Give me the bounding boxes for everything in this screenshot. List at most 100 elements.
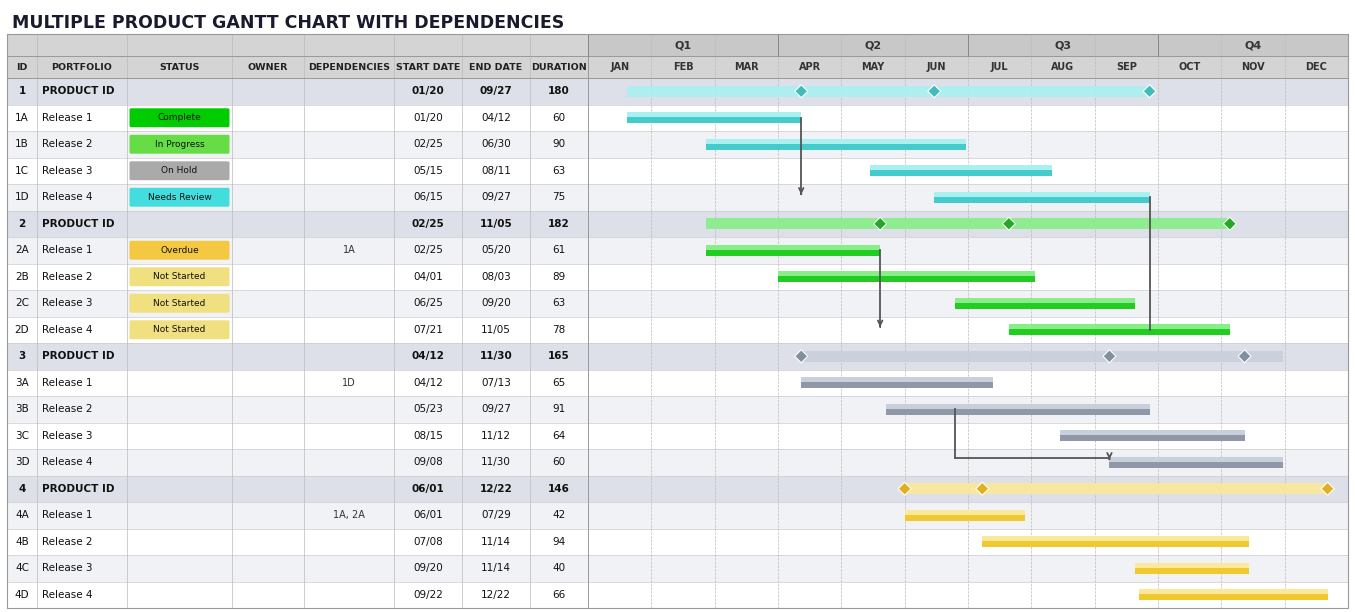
Text: 60: 60 xyxy=(553,113,565,123)
Text: 75: 75 xyxy=(553,192,565,202)
Text: Release 4: Release 4 xyxy=(42,590,92,600)
Text: 11/12: 11/12 xyxy=(481,431,511,441)
Bar xyxy=(627,112,801,123)
Text: FEB: FEB xyxy=(672,62,694,72)
Polygon shape xyxy=(898,482,911,495)
Bar xyxy=(7,502,1348,529)
Text: 09/20: 09/20 xyxy=(413,563,443,573)
Text: 09/08: 09/08 xyxy=(413,457,443,467)
Text: Release 1: Release 1 xyxy=(42,113,92,123)
Bar xyxy=(7,78,1348,105)
Text: PRODUCT ID: PRODUCT ID xyxy=(42,218,115,229)
Polygon shape xyxy=(976,482,989,495)
Text: Q3: Q3 xyxy=(1054,40,1072,50)
Text: 06/25: 06/25 xyxy=(413,298,443,308)
Bar xyxy=(7,184,1348,211)
Bar xyxy=(1009,329,1230,335)
Text: Release 1: Release 1 xyxy=(42,378,92,388)
Text: 09/20: 09/20 xyxy=(481,298,511,308)
Text: 4A: 4A xyxy=(15,510,28,520)
Text: 06/30: 06/30 xyxy=(481,140,511,149)
Text: 04/01: 04/01 xyxy=(413,272,443,282)
Text: 09/22: 09/22 xyxy=(413,590,443,600)
Text: Overdue: Overdue xyxy=(160,246,199,255)
Text: 11/30: 11/30 xyxy=(481,457,511,467)
Text: DEC: DEC xyxy=(1305,62,1328,72)
Text: Not Started: Not Started xyxy=(153,325,206,334)
Text: STATUS: STATUS xyxy=(160,62,199,72)
Text: JUN: JUN xyxy=(927,62,946,72)
Text: 4C: 4C xyxy=(15,563,28,573)
Text: 2: 2 xyxy=(19,218,26,229)
Text: MAY: MAY xyxy=(862,62,885,72)
Text: 02/25: 02/25 xyxy=(412,218,444,229)
Bar xyxy=(627,117,801,123)
Text: 07/21: 07/21 xyxy=(413,325,443,335)
Bar xyxy=(7,131,1348,157)
Bar xyxy=(982,541,1249,547)
Text: Release 3: Release 3 xyxy=(42,431,92,441)
Bar xyxy=(801,351,1283,362)
Bar xyxy=(905,483,1328,494)
FancyBboxPatch shape xyxy=(130,188,229,207)
Text: Release 3: Release 3 xyxy=(42,298,92,308)
Text: PRODUCT ID: PRODUCT ID xyxy=(42,483,115,494)
Text: 12/22: 12/22 xyxy=(480,483,512,494)
Bar xyxy=(7,34,588,56)
Text: Not Started: Not Started xyxy=(153,299,206,308)
Bar xyxy=(7,370,1348,396)
Bar xyxy=(1031,56,1095,78)
Text: SEP: SEP xyxy=(1117,62,1137,72)
Bar xyxy=(7,290,1348,316)
Bar xyxy=(967,34,1159,56)
Text: On Hold: On Hold xyxy=(161,166,198,175)
Polygon shape xyxy=(1103,349,1117,363)
Bar xyxy=(1159,34,1348,56)
Bar xyxy=(7,237,1348,264)
FancyBboxPatch shape xyxy=(130,108,229,127)
Text: 42: 42 xyxy=(553,510,565,520)
Text: 05/23: 05/23 xyxy=(413,405,443,414)
Text: MULTIPLE PRODUCT GANTT CHART WITH DEPENDENCIES: MULTIPLE PRODUCT GANTT CHART WITH DEPEND… xyxy=(12,14,564,32)
Text: Release 4: Release 4 xyxy=(42,325,92,335)
Text: 64: 64 xyxy=(553,431,565,441)
Text: 4: 4 xyxy=(19,483,26,494)
Polygon shape xyxy=(1238,349,1251,363)
Text: 3A: 3A xyxy=(15,378,28,388)
Text: 09/27: 09/27 xyxy=(480,86,512,96)
Bar xyxy=(905,515,1026,521)
FancyBboxPatch shape xyxy=(130,135,229,154)
Bar xyxy=(7,56,588,78)
Bar xyxy=(627,86,1149,97)
Bar xyxy=(706,218,1230,230)
Text: 09/27: 09/27 xyxy=(481,405,511,414)
Text: 12/22: 12/22 xyxy=(481,590,511,600)
Bar xyxy=(1140,594,1328,600)
Text: 06/15: 06/15 xyxy=(413,192,443,202)
Polygon shape xyxy=(1144,84,1156,98)
Text: NOV: NOV xyxy=(1241,62,1264,72)
Bar xyxy=(870,165,1051,176)
Bar xyxy=(982,536,1249,547)
Text: 2B: 2B xyxy=(15,272,28,282)
Text: 3B: 3B xyxy=(15,405,28,414)
Text: 3C: 3C xyxy=(15,431,28,441)
Text: DURATION: DURATION xyxy=(531,62,587,72)
Text: OCT: OCT xyxy=(1179,62,1201,72)
FancyBboxPatch shape xyxy=(130,320,229,339)
Polygon shape xyxy=(874,217,886,230)
Text: PRODUCT ID: PRODUCT ID xyxy=(42,86,115,96)
Bar xyxy=(967,56,1031,78)
Text: 78: 78 xyxy=(553,325,565,335)
Bar xyxy=(934,192,1149,203)
Text: 09/27: 09/27 xyxy=(481,192,511,202)
Text: 90: 90 xyxy=(553,140,565,149)
Text: 1A, 2A: 1A, 2A xyxy=(333,510,364,520)
Text: Release 2: Release 2 xyxy=(42,405,92,414)
Text: Not Started: Not Started xyxy=(153,272,206,282)
Text: 1A: 1A xyxy=(343,245,355,255)
Text: MAR: MAR xyxy=(734,62,759,72)
Text: 3D: 3D xyxy=(15,457,30,467)
Bar xyxy=(801,377,992,389)
Text: 1C: 1C xyxy=(15,166,28,176)
